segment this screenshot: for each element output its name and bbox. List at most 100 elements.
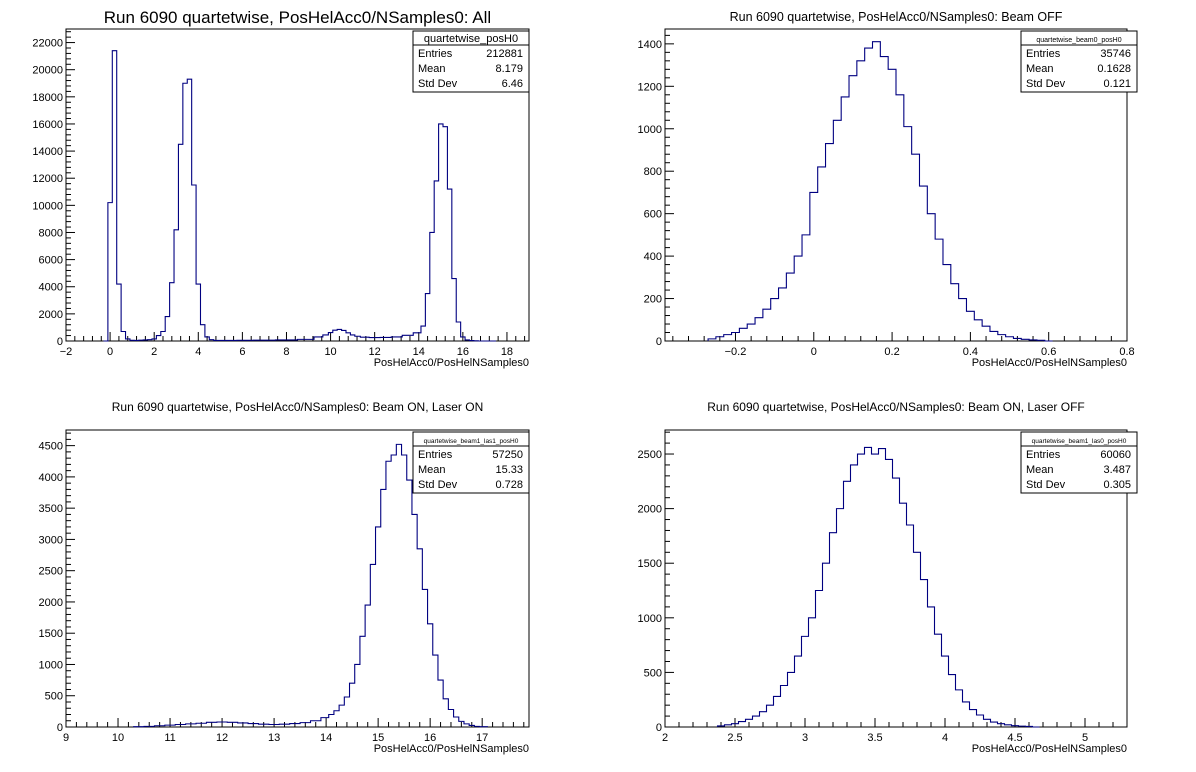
y-tick-label: 1200: [638, 81, 662, 93]
x-axis-label: PosHelAcc0/PosHelNSamples0: [972, 743, 1127, 755]
y-tick-label: 2000: [638, 504, 662, 516]
stats-box-frame: [412, 30, 530, 93]
y-tick-label: 3000: [39, 534, 63, 546]
stats-box-frame: [1020, 431, 1138, 494]
stats-value: 0.728: [495, 479, 523, 491]
y-tick-label: 3500: [39, 503, 63, 515]
x-tick-label: 12: [216, 732, 228, 744]
y-tick-label: 1000: [638, 124, 662, 136]
y-tick-label: 2500: [638, 449, 662, 461]
stats-value: 3.487: [1103, 464, 1131, 476]
stats-value: 60060: [1100, 449, 1131, 461]
stats-label: Mean: [418, 63, 446, 75]
y-tick-label: 4500: [39, 441, 63, 453]
x-tick-label: 3: [802, 732, 808, 744]
stats-value: 0.121: [1103, 78, 1131, 90]
stats-box: quartetwise_beam0_posH0 Entries 35746 Mean 0…: [1020, 30, 1138, 93]
chart-title: Run 6090 quartetwise, PosHelAcc0/NSample…: [104, 8, 491, 27]
x-tick-label: 8: [283, 346, 289, 358]
stats-value: 15.33: [495, 464, 523, 476]
x-tick-label: 14: [320, 732, 332, 744]
plot-frame: [664, 429, 1128, 728]
x-tick-label: 2: [151, 346, 157, 358]
x-tick-label: 4: [195, 346, 201, 358]
plot-frame: [65, 429, 530, 728]
y-tick-label: 0: [57, 336, 63, 348]
x-axis-label: PosHelAcc0/PosHelNSamples0: [374, 357, 529, 369]
histogram-series-line: [716, 446, 1040, 728]
x-tick-label: 15: [372, 732, 384, 744]
x-axis-label: PosHelAcc0/PosHelNSamples0: [374, 743, 529, 755]
x-tick-label: 13: [268, 732, 280, 744]
chart-title: Run 6090 quartetwise, PosHelAcc0/NSample…: [707, 400, 1085, 414]
x-tick-label: 0: [811, 346, 817, 358]
y-tick-label: 18000: [32, 92, 63, 104]
x-tick-label: 14: [413, 346, 425, 358]
x-tick-label: 17: [476, 732, 488, 744]
stats-box-name: quartetwise_beam1_las1_posH0: [424, 438, 519, 445]
stats-box: quartetwise_beam1_las1_posH0 Entries 57250…: [412, 431, 530, 494]
stats-value: 8.179: [495, 63, 523, 75]
histogram-series-line: [707, 41, 1053, 342]
x-tick-label: −0.2: [725, 346, 747, 358]
stats-box-frame: [1020, 30, 1138, 93]
stats-value: 57250: [492, 449, 523, 461]
stats-value: 0.305: [1103, 479, 1131, 491]
x-tick-label: 0.6: [1041, 346, 1056, 358]
x-tick-label: 16: [424, 732, 436, 744]
histogram-series-line: [133, 443, 488, 728]
stats-label: Mean: [1026, 63, 1054, 75]
chart-title: Run 6090 quartetwise, PosHelAcc0/NSample…: [730, 10, 1063, 24]
y-tick-label: 1500: [39, 628, 63, 640]
y-tick-label: 8000: [39, 227, 63, 239]
stats-box-frame: [412, 431, 530, 494]
x-tick-label: 0: [107, 346, 113, 358]
plot-frame: [664, 28, 1128, 342]
y-tick-label: 200: [644, 294, 662, 306]
x-tick-label: 0.8: [1119, 346, 1134, 358]
y-tick-label: 800: [644, 166, 662, 178]
stats-label: Entries: [418, 48, 453, 60]
stats-label: Std Dev: [1026, 78, 1066, 90]
histogram-panel-2: Run 6090 quartetwise, PosHelAcc0/NSample…: [638, 10, 1138, 369]
histogram-panel-3: Run 6090 quartetwise, PosHelAcc0/NSample…: [39, 400, 530, 755]
x-tick-label: 16: [457, 346, 469, 358]
y-tick-label: 2500: [39, 566, 63, 578]
y-tick-label: 4000: [39, 472, 63, 484]
x-tick-label: 9: [63, 732, 69, 744]
y-tick-label: 400: [644, 251, 662, 263]
y-tick-label: 16000: [32, 119, 63, 131]
y-tick-label: 10000: [32, 200, 63, 212]
y-tick-label: 1000: [39, 659, 63, 671]
y-tick-label: 4000: [39, 282, 63, 294]
y-tick-label: 1500: [638, 558, 662, 570]
x-axis-label: PosHelAcc0/PosHelNSamples0: [972, 357, 1127, 369]
y-tick-label: 2000: [39, 597, 63, 609]
x-tick-label: 2.5: [727, 732, 742, 744]
x-tick-label: 2: [662, 732, 668, 744]
y-tick-label: 600: [644, 209, 662, 221]
plot-frame: [65, 28, 530, 342]
stats-box-name: quartetwise_beam1_las0_posH0: [1032, 438, 1127, 445]
histogram-series-line: [103, 50, 496, 342]
histogram-panel-4: Run 6090 quartetwise, PosHelAcc0/NSample…: [638, 400, 1138, 755]
x-tick-label: 6: [239, 346, 245, 358]
x-tick-label: 10: [324, 346, 336, 358]
x-tick-label: 0.2: [884, 346, 899, 358]
y-tick-label: 6000: [39, 255, 63, 267]
y-tick-label: 22000: [32, 38, 63, 50]
x-tick-label: 18: [501, 346, 513, 358]
y-tick-label: 500: [644, 667, 662, 679]
stats-label: Mean: [418, 464, 446, 476]
y-tick-label: 0: [656, 336, 662, 348]
stats-label: Mean: [1026, 464, 1054, 476]
y-tick-label: 2000: [39, 309, 63, 321]
stats-label: Std Dev: [418, 78, 458, 90]
chart-title: Run 6090 quartetwise, PosHelAcc0/NSample…: [112, 400, 484, 414]
stats-box: quartetwise_posH0 Entries 212881 Mean 8.179 S…: [412, 30, 530, 93]
x-tick-label: 4: [942, 732, 948, 744]
stats-value: 6.46: [502, 78, 523, 90]
y-tick-label: 12000: [32, 173, 63, 185]
stats-box-name: quartetwise_posH0: [424, 33, 518, 45]
